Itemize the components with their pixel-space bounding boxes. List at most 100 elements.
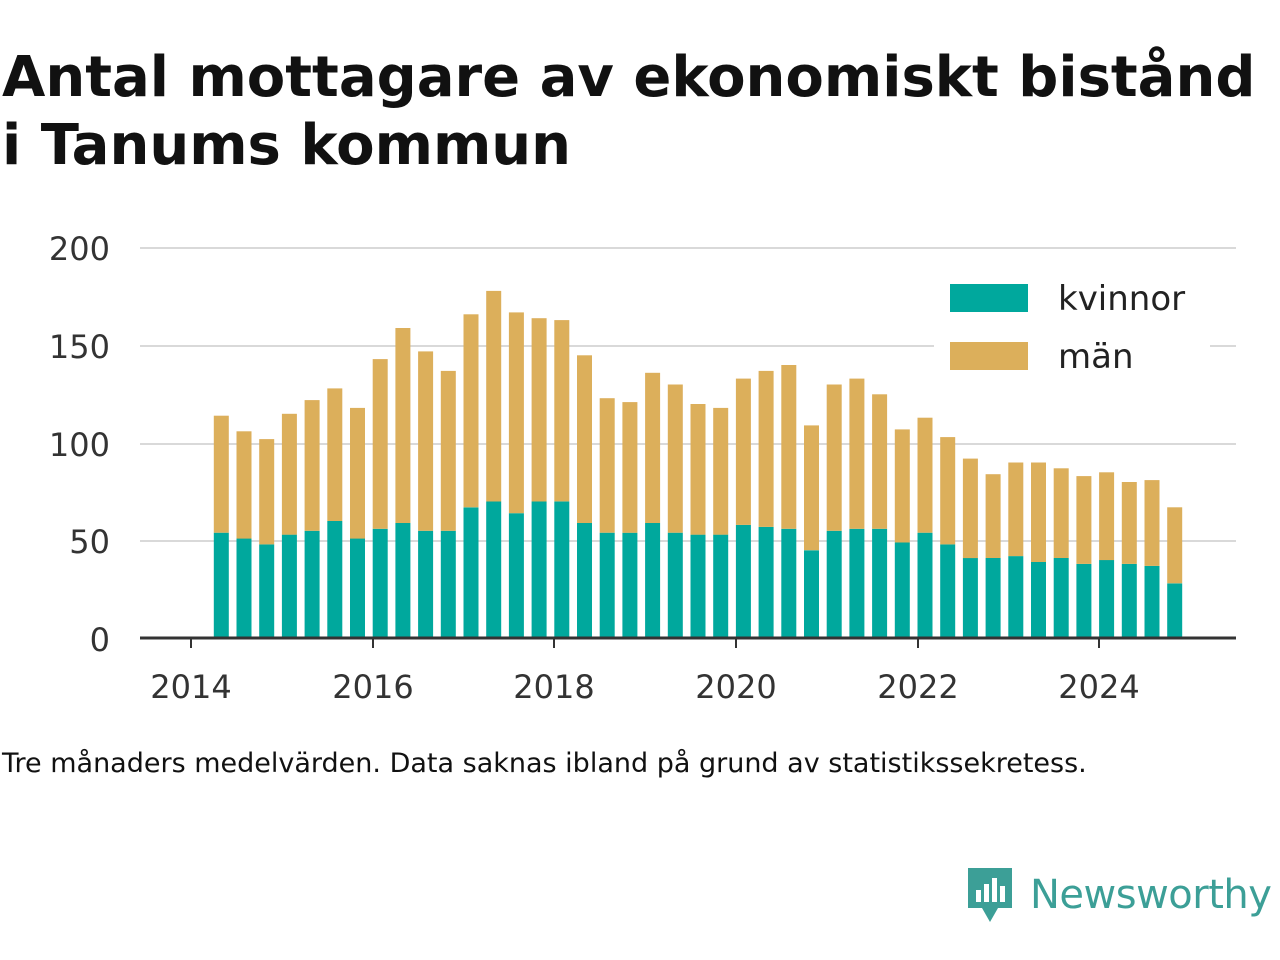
bar-kvinnor-2018-02: [554, 501, 570, 638]
bar-kvinnor-2021-05: [849, 528, 865, 638]
bar-man-2017-05: [486, 290, 502, 502]
x-tick-2020: 2020: [695, 668, 776, 706]
bar-man-2019-08: [690, 404, 706, 535]
bar-man-2024-02: [1099, 472, 1115, 561]
x-tick-2014: 2014: [150, 668, 231, 706]
x-tick-2016: 2016: [332, 668, 413, 706]
bar-kvinnor-2014-08: [236, 538, 252, 638]
legend-label-kvinnor: kvinnor: [1058, 279, 1185, 319]
bar-man-2022-05: [940, 437, 956, 545]
bar-man-2019-05: [667, 384, 683, 533]
bar-man-2020-08: [781, 365, 797, 529]
bar-man-2024-05: [1121, 482, 1137, 564]
x-axis-ticks: 2014 2016 2018 2020 2022 2024: [150, 638, 1140, 706]
legend-swatch-kvinnor: [950, 284, 1028, 312]
bar-man-2017-08: [508, 312, 524, 514]
bar-kvinnor-2014-05: [213, 532, 229, 638]
bar-kvinnor-2019-05: [667, 532, 683, 638]
bar-man-2017-11: [531, 318, 547, 502]
bar-kvinnor-2017-05: [486, 501, 502, 638]
bar-kvinnor-2021-08: [872, 528, 888, 638]
bar-man-2017-02: [463, 314, 479, 508]
bar-kvinnor-2016-05: [395, 523, 411, 638]
bar-man-2015-08: [327, 388, 343, 521]
x-tick-2018: 2018: [513, 668, 594, 706]
bar-man-2022-02: [917, 417, 933, 533]
bar-man-2014-05: [213, 415, 229, 533]
bar-kvinnor-2024-02: [1099, 560, 1115, 638]
legend-label-man: män: [1058, 337, 1134, 377]
bar-kvinnor-2018-05: [577, 523, 592, 638]
bar-man-2018-02: [554, 320, 570, 502]
bar-kvinnor-2023-11: [1076, 563, 1092, 638]
stacked-bar-chart: 200 150 100 50 0 2014 2016 2018 2020 202…: [49, 230, 1236, 706]
bar-kvinnor-2022-11: [985, 558, 1001, 638]
bar-man-2019-11: [713, 407, 729, 535]
bar-man-2020-11: [804, 425, 819, 551]
bar-man-2019-02: [645, 372, 661, 523]
bar-kvinnor-2018-08: [599, 532, 615, 638]
bar-kvinnor-2023-05: [1031, 562, 1046, 638]
newsworthy-logo-icon: [968, 868, 1012, 922]
bar-kvinnor-2022-02: [917, 532, 933, 638]
bar-man-2016-05: [395, 328, 411, 523]
bar-man-2023-05: [1031, 462, 1046, 562]
bar-kvinnor-2017-11: [531, 501, 547, 638]
bar-kvinnor-2016-11: [440, 530, 456, 639]
bar-man-2022-08: [962, 458, 978, 559]
bar-kvinnor-2015-05: [304, 530, 320, 639]
bar-kvinnor-2019-02: [645, 523, 661, 638]
bar-kvinnor-2016-02: [372, 528, 388, 638]
bar-kvinnor-2021-02: [826, 530, 842, 639]
bar-kvinnor-2019-11: [713, 534, 729, 638]
bar-man-2022-11: [985, 474, 1001, 558]
bar-man-2024-11: [1167, 507, 1183, 584]
bar-kvinnor-2020-05: [758, 526, 774, 638]
bar-man-2024-08: [1144, 480, 1160, 566]
bar-kvinnor-2021-11: [894, 542, 910, 638]
y-tick-150: 150: [49, 328, 110, 366]
y-tick-50: 50: [69, 523, 110, 561]
bar-man-2023-08: [1053, 468, 1069, 558]
brand-name: Newsworthy: [1030, 872, 1272, 918]
bar-man-2015-05: [304, 400, 320, 531]
y-tick-200: 200: [49, 230, 110, 268]
bar-man-2015-02: [281, 413, 297, 535]
bar-man-2021-11: [894, 429, 910, 543]
bar-kvinnor-2024-05: [1121, 563, 1137, 638]
brand-logo: Newsworthy: [964, 862, 1272, 928]
x-tick-2022: 2022: [877, 668, 958, 706]
bar-man-2015-11: [350, 407, 365, 539]
bar-kvinnor-2022-05: [940, 544, 956, 638]
bar-kvinnor-2017-02: [463, 507, 479, 639]
y-tick-0: 0: [90, 621, 110, 659]
bar-man-2023-11: [1076, 476, 1092, 564]
bar-kvinnor-2015-11: [350, 538, 365, 638]
chart-footnote: Tre månaders medelvärden. Data saknas ib…: [2, 748, 1087, 779]
bar-man-2016-02: [372, 359, 388, 529]
bar-man-2014-11: [259, 439, 275, 545]
bar-kvinnor-2018-11: [622, 532, 638, 638]
bar-kvinnor-2020-02: [735, 524, 751, 638]
bar-kvinnor-2015-08: [327, 521, 343, 638]
bar-kvinnor-2017-08: [508, 513, 524, 638]
bar-kvinnor-2014-11: [259, 544, 275, 638]
bar-man-2020-02: [735, 378, 751, 525]
legend-swatch-man: [950, 342, 1028, 370]
chart-title: Antal mottagare av ekonomiskt bistånd i …: [2, 44, 1278, 180]
y-axis-ticks: 200 150 100 50 0: [49, 230, 110, 659]
bar-man-2021-08: [872, 394, 888, 529]
bar-kvinnor-2020-08: [781, 528, 797, 638]
bar-man-2018-08: [599, 398, 615, 533]
bar-kvinnor-2015-02: [281, 534, 297, 638]
legend: kvinnor män: [934, 270, 1210, 378]
y-tick-100: 100: [49, 426, 110, 464]
chart-title-line-1: Antal mottagare av ekonomiskt bistånd: [2, 45, 1256, 110]
bar-man-2018-11: [622, 402, 638, 533]
bars-group: [213, 290, 1183, 639]
bar-kvinnor-2023-02: [1008, 556, 1024, 638]
bar-kvinnor-2019-08: [690, 534, 706, 638]
bar-kvinnor-2024-11: [1167, 583, 1183, 638]
bar-kvinnor-2016-08: [418, 530, 434, 639]
bar-man-2014-08: [236, 431, 252, 539]
